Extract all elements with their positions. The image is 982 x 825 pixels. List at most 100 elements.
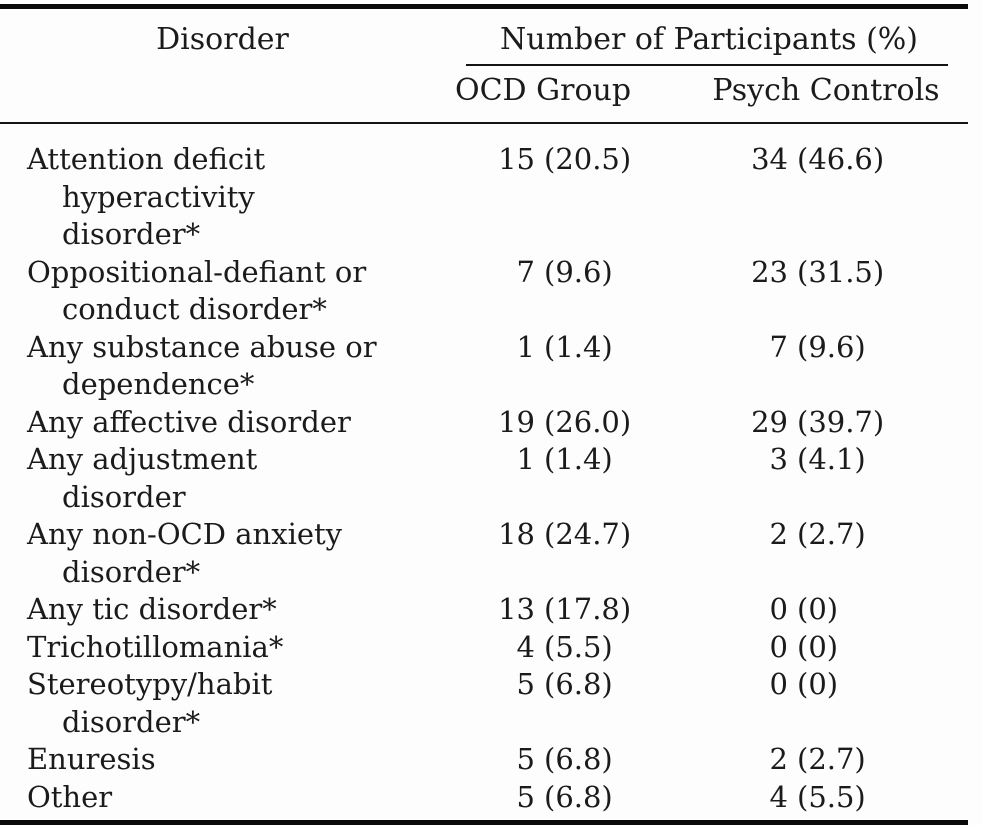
- psych-percent: (31.5): [797, 254, 885, 289]
- psych-controls-cell: 7 (9.6): [620, 329, 968, 367]
- table-row: Other 5 (6.8) 4 (5.5): [0, 779, 968, 817]
- disorder-label: Any adjustment disorder: [0, 441, 450, 516]
- disorder-text: Any substance abuse or dependence*: [27, 329, 377, 402]
- spanner-rule: [466, 64, 948, 66]
- ocd-count: 4: [516, 629, 535, 664]
- ocd-percent: (6.8): [544, 667, 613, 701]
- psych-controls-cell: 34 (46.6): [620, 141, 968, 179]
- table-header: Disorder Number of Participants (%) OCD …: [0, 9, 968, 124]
- table-row: Enuresis 5 (6.8) 2 (2.7): [0, 741, 968, 779]
- disorder-text: Other: [27, 779, 113, 814]
- ocd-percent: (24.7): [544, 517, 632, 551]
- ocd-group-cell: 1 (1.4): [450, 441, 620, 479]
- psych-controls-cell: 0 (0): [620, 629, 968, 667]
- disorder-label: Trichotillomania*: [0, 629, 450, 667]
- ocd-group-cell: 1 (1.4): [450, 329, 620, 367]
- ocd-percent: (5.5): [544, 629, 613, 664]
- disorder-text: Enuresis: [27, 742, 156, 776]
- ocd-count: 5: [516, 742, 535, 776]
- psych-count: 2: [769, 517, 788, 551]
- page: Disorder Number of Participants (%) OCD …: [0, 4, 968, 825]
- psych-percent: (5.5): [797, 779, 866, 814]
- ocd-group-cell: 5 (6.8): [450, 741, 620, 779]
- psych-count: 0: [769, 667, 788, 701]
- psych-controls-cell: 0 (0): [620, 591, 968, 629]
- ocd-count: 13: [498, 592, 535, 626]
- disorder-text: Any tic disorder*: [27, 592, 277, 626]
- disorder-label: Enuresis: [0, 741, 450, 779]
- psych-percent: (2.7): [797, 517, 866, 551]
- table-row: Any tic disorder* 13 (17.8) 0 (0): [0, 591, 968, 629]
- disorder-text: Any non-OCD anxiety disorder*: [27, 517, 343, 589]
- psych-percent: (0): [797, 592, 839, 626]
- ocd-group-cell: 5 (6.8): [450, 779, 620, 817]
- ocd-percent: (9.6): [544, 254, 613, 289]
- table-row: Trichotillomania* 4 (5.5) 0 (0): [0, 629, 968, 667]
- psych-controls-cell: 23 (31.5): [620, 254, 968, 292]
- psych-count: 2: [769, 742, 788, 776]
- disorder-text: Any affective disorder: [27, 404, 351, 439]
- ocd-count: 5: [516, 667, 535, 701]
- psych-percent: (46.6): [797, 142, 885, 176]
- ocd-group-cell: 13 (17.8): [450, 591, 631, 629]
- disorder-label: Any substance abuse or dependence*: [0, 329, 450, 404]
- table-top-rule: [0, 4, 968, 9]
- table-row: Oppositional-defiant or conduct disorder…: [0, 254, 968, 329]
- psych-percent: (4.1): [797, 442, 866, 476]
- table-row: Any substance abuse or dependence* 1 (1.4…: [0, 329, 968, 404]
- psych-count: 0: [769, 592, 788, 626]
- psych-percent: (0): [797, 629, 839, 664]
- ocd-percent: (6.8): [544, 742, 613, 776]
- ocd-percent: (1.4): [544, 442, 613, 476]
- ocd-percent: (6.8): [544, 779, 613, 814]
- table-row: Any non-OCD anxiety disorder* 18 (24.7) 2…: [0, 516, 968, 591]
- disorder-text: Stereotypy/habit disorder*: [27, 667, 273, 739]
- ocd-percent: (17.8): [544, 592, 632, 626]
- ocd-group-cell: 4 (5.5): [450, 629, 620, 667]
- table-row: Any adjustment disorder 1 (1.4) 3 (4.1): [0, 441, 968, 516]
- column-header-psych-controls: Psych Controls: [712, 73, 940, 108]
- disorder-text: Trichotillomania*: [27, 629, 284, 664]
- psych-count: 0: [769, 629, 788, 664]
- disorder-text: Attention deficit hyperactivity disorder…: [27, 142, 266, 251]
- ocd-group-cell: 7 (9.6): [450, 254, 620, 292]
- psych-count: 34: [751, 142, 788, 176]
- psych-count: 4: [769, 779, 788, 814]
- ocd-group-cell: 5 (6.8): [450, 666, 620, 704]
- disorder-text: Oppositional-defiant or conduct disorder…: [27, 254, 367, 327]
- disorder-label: Any affective disorder: [0, 404, 450, 442]
- ocd-group-cell: 18 (24.7): [450, 516, 631, 554]
- psych-count: 29: [751, 404, 788, 439]
- ocd-count: 18: [498, 517, 535, 551]
- ocd-count: 7: [516, 254, 535, 289]
- ocd-group-cell: 19 (26.0): [450, 404, 631, 442]
- disorder-label: Any tic disorder*: [0, 591, 450, 629]
- ocd-group-cell: 15 (20.5): [450, 141, 631, 179]
- disorder-label: Stereotypy/habit disorder*: [0, 666, 450, 741]
- table-row: Attention deficit hyperactivity disorder…: [0, 141, 968, 254]
- disorder-label: Attention deficit hyperactivity disorder…: [0, 141, 450, 254]
- psych-count: 23: [751, 254, 788, 289]
- psych-count: 7: [769, 329, 788, 364]
- ocd-count: 15: [498, 142, 535, 176]
- comorbidity-table: Disorder Number of Participants (%) OCD …: [0, 4, 968, 825]
- psych-percent: (9.6): [797, 329, 866, 364]
- ocd-count: 1: [516, 329, 535, 364]
- disorder-text: Any adjustment disorder: [27, 442, 258, 514]
- disorder-label: Any non-OCD anxiety disorder*: [0, 516, 450, 591]
- ocd-percent: (20.5): [544, 142, 632, 176]
- psych-controls-cell: 3 (4.1): [620, 441, 968, 479]
- table-body: Attention deficit hyperactivity disorder…: [0, 124, 968, 820]
- psych-percent: (2.7): [797, 742, 866, 776]
- ocd-count: 19: [498, 404, 535, 439]
- table-bottom-rule: [0, 820, 968, 825]
- psych-controls-cell: 29 (39.7): [620, 404, 968, 442]
- table-row: Stereotypy/habit disorder* 5 (6.8) 0 (0): [0, 666, 968, 741]
- column-header-disorder: Disorder: [156, 22, 289, 57]
- column-header-ocd-group: OCD Group: [455, 73, 632, 108]
- ocd-count: 1: [516, 442, 535, 476]
- table-row: Any affective disorder 19 (26.0) 29 (39.7): [0, 404, 968, 442]
- disorder-label: Other: [0, 779, 450, 817]
- psych-controls-cell: 0 (0): [620, 666, 968, 704]
- ocd-percent: (1.4): [544, 329, 613, 364]
